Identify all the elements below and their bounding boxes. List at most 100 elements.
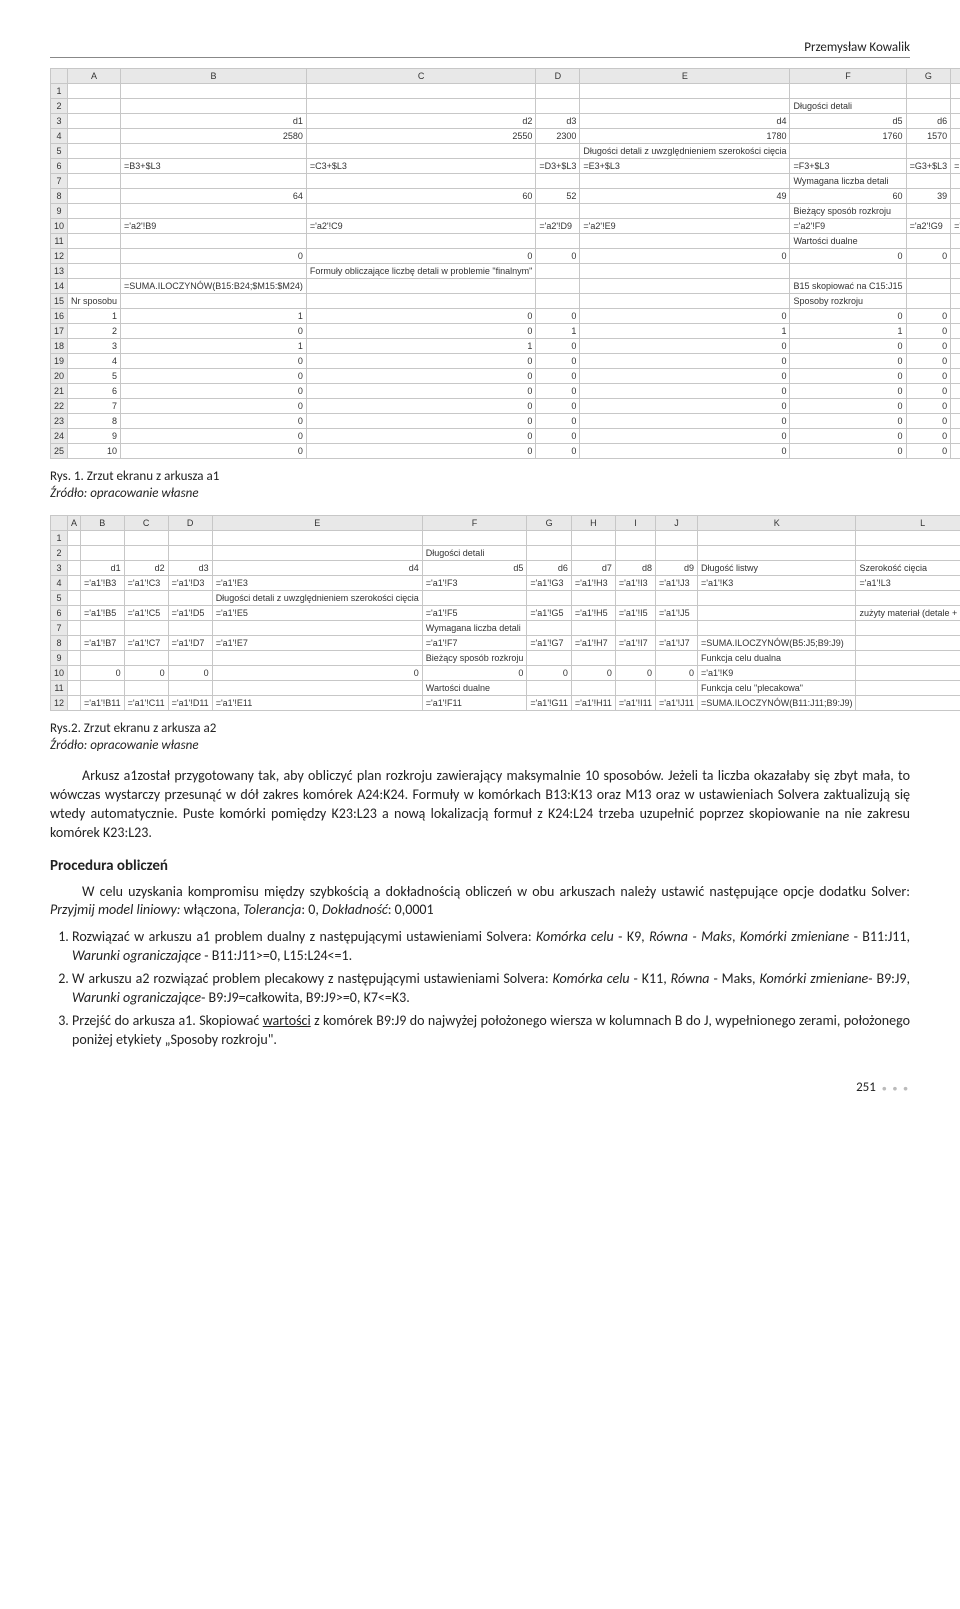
cell: Wymagana liczba detali [422, 621, 527, 636]
column-header: H [571, 516, 615, 531]
cell: Długości detali z uwzględnieniem szeroko… [212, 591, 422, 606]
cell: ='a1'!I3 [615, 576, 655, 591]
cell: ='a1'!F7 [422, 636, 527, 651]
cell: ='a1'!F11 [422, 696, 527, 711]
cell [168, 681, 212, 696]
cell: 52 [536, 189, 580, 204]
row-header: 13 [51, 264, 68, 279]
cell: 0 [951, 429, 960, 444]
cell: ='a2'!G9 [906, 219, 951, 234]
cell: 0 [121, 249, 307, 264]
cell: 0 [906, 414, 951, 429]
cell [81, 621, 125, 636]
cell [81, 591, 125, 606]
row-header: 9 [51, 651, 68, 666]
cell [212, 681, 422, 696]
cell [168, 546, 212, 561]
cell [306, 84, 535, 99]
cell [571, 546, 615, 561]
cell [124, 651, 168, 666]
cell: 0 [81, 666, 125, 681]
cell [212, 546, 422, 561]
column-header: J [655, 516, 697, 531]
cell: 0 [124, 666, 168, 681]
cell: 0 [655, 666, 697, 681]
cell [951, 84, 960, 99]
cell [906, 99, 951, 114]
cell: Funkcja celu dualna [698, 651, 856, 666]
cell [306, 174, 535, 189]
cell [121, 99, 307, 114]
cell: =D3+$L3 [536, 159, 580, 174]
cell: ='a1'!I5 [615, 606, 655, 621]
cell: d1 [81, 561, 125, 576]
cell [536, 99, 580, 114]
cell [68, 144, 121, 159]
cell [81, 531, 125, 546]
cell [124, 531, 168, 546]
cell [121, 144, 307, 159]
row-header: 2 [51, 546, 68, 561]
row-header: 5 [51, 591, 68, 606]
cell: 0 [580, 399, 790, 414]
cell [951, 234, 960, 249]
cell [906, 279, 951, 294]
cell [856, 651, 960, 666]
column-header: I [615, 516, 655, 531]
cell [68, 174, 121, 189]
cell: Szerokość cięcia [856, 561, 960, 576]
cell: ='a1'!D11 [168, 696, 212, 711]
cell: ='a1'!C7 [124, 636, 168, 651]
cell: 0 [306, 369, 535, 384]
cell [121, 264, 307, 279]
cell [536, 294, 580, 309]
cell: 0 [951, 414, 960, 429]
cell [68, 576, 81, 591]
cell [422, 531, 527, 546]
cell: ='a1'!I11 [615, 696, 655, 711]
cell [580, 99, 790, 114]
column-header: F [422, 516, 527, 531]
cell [856, 546, 960, 561]
paragraph-1: Arkusz a1został przygotowany tak, aby ob… [50, 767, 910, 843]
cell [906, 294, 951, 309]
cell: 0 [306, 414, 535, 429]
cell: d7 [951, 114, 960, 129]
row-header: 4 [51, 129, 68, 144]
cell: ='a1'!D7 [168, 636, 212, 651]
cell: 0 [306, 444, 535, 459]
cell [68, 651, 81, 666]
cell: 1 [306, 339, 535, 354]
cell: ='a1'!C3 [124, 576, 168, 591]
cell: 60 [306, 189, 535, 204]
cell: 0 [951, 324, 960, 339]
cell: 0 [790, 444, 906, 459]
row-header: 3 [51, 561, 68, 576]
cell: ='a1'!K3 [698, 576, 856, 591]
cell [790, 144, 906, 159]
cell: Długości detali z uwzględnieniem szeroko… [580, 144, 790, 159]
cell: ='a2'!F9 [790, 219, 906, 234]
cell: 0 [306, 429, 535, 444]
cell [68, 234, 121, 249]
cell: 0 [212, 666, 422, 681]
row-header: 3 [51, 114, 68, 129]
cell [306, 204, 535, 219]
cell [906, 234, 951, 249]
row-header: 7 [51, 174, 68, 189]
cell: d5 [422, 561, 527, 576]
cell: =G3+$L3 [906, 159, 951, 174]
cell: ='a1'!E7 [212, 636, 422, 651]
cell: 1480 [951, 129, 960, 144]
cell: 0 [906, 249, 951, 264]
cell: 0 [580, 309, 790, 324]
cell: 0 [580, 249, 790, 264]
cell [790, 264, 906, 279]
row-header: 4 [51, 576, 68, 591]
cell: 0 [536, 399, 580, 414]
cell: Nr sposobu [68, 294, 121, 309]
cell: 0 [951, 354, 960, 369]
cell: =SUMA.ILOCZYNÓW(B5:J5;B9:J9) [698, 636, 856, 651]
column-header: E [580, 69, 790, 84]
page-number: 251 [856, 1080, 876, 1095]
